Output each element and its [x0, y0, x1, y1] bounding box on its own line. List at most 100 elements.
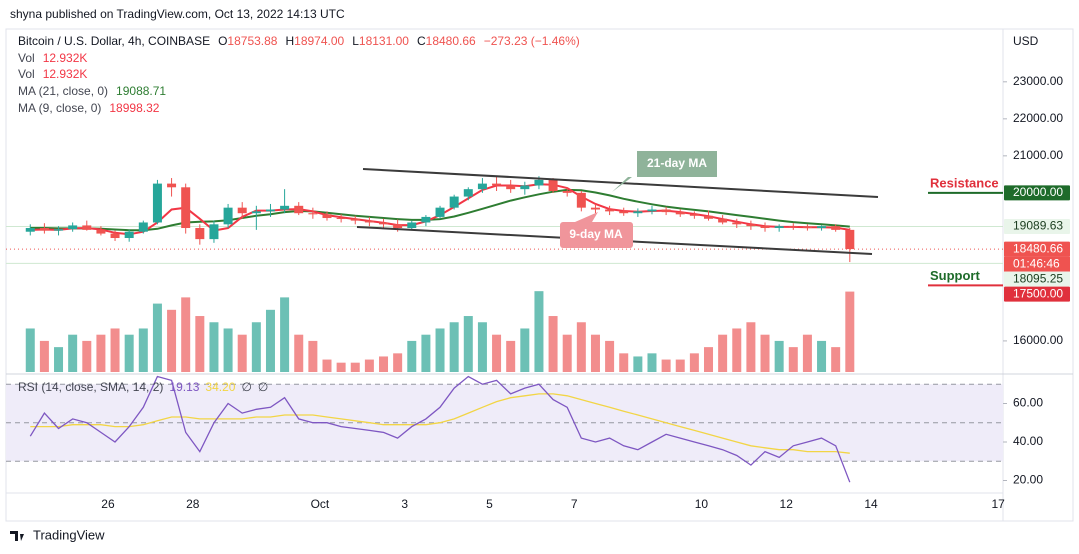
legend-item: 12.932K: [43, 67, 88, 81]
countdown-bg: [1004, 256, 1070, 272]
callout-box: [560, 222, 633, 248]
rsi-tick-label: 40.00: [1013, 434, 1043, 448]
candle-body: [181, 187, 191, 229]
candle-body: [774, 226, 784, 229]
volume-bar: [788, 347, 798, 372]
volume-bar: [633, 356, 643, 372]
x-tick-label: 26: [101, 497, 115, 511]
candle-body: [760, 226, 770, 229]
rsi-sma-line: [30, 393, 850, 454]
volume-bar: [364, 359, 374, 372]
volume-bar: [760, 334, 770, 372]
legend-item: ∅: [258, 380, 268, 394]
price-label: 18095.25: [1013, 271, 1063, 285]
volume-bar: [280, 297, 290, 372]
legend-item: 18998.32: [109, 101, 159, 115]
legend-row: MA (9, close, 0) 18998.32: [18, 101, 160, 115]
price-label-bg: [1004, 219, 1070, 235]
x-tick-label: 3: [401, 497, 408, 511]
legend-item: 19088.71: [116, 84, 166, 98]
x-tick-label: 5: [486, 497, 493, 511]
candle-body: [138, 222, 148, 232]
volume-bar: [54, 347, 64, 372]
level-note: Support: [930, 268, 980, 283]
candle-body: [124, 231, 134, 239]
volume-bar: [732, 328, 742, 372]
trendline-upper: [362, 168, 879, 198]
candle-body: [845, 229, 855, 250]
brand-logo: [10, 531, 24, 541]
volume-bar: [562, 334, 572, 372]
volume-bar: [548, 316, 558, 372]
candle-body: [619, 211, 629, 214]
volume-bar: [704, 347, 714, 372]
legend-item: Vol: [18, 51, 35, 65]
brand: TradingView: [10, 527, 105, 542]
candle-body: [350, 218, 360, 221]
candle-body: [831, 226, 841, 230]
legend-item: C: [417, 34, 426, 48]
candle-body: [322, 214, 332, 219]
volume-bar: [774, 340, 784, 372]
legend-item: ∅: [241, 380, 251, 394]
candle-body: [379, 222, 389, 225]
volume-bar: [110, 328, 120, 372]
legend-item: 34.20: [205, 380, 235, 394]
candle-body: [590, 207, 600, 210]
ma9-callout: 9-day MA: [560, 212, 633, 248]
candle-body: [732, 222, 742, 225]
volume-bar: [308, 340, 318, 372]
frame: [5, 28, 1074, 522]
candle-body: [421, 216, 431, 223]
candle-body: [704, 215, 714, 219]
candle-body: [280, 205, 290, 210]
volume-bar: [746, 322, 756, 372]
legend-row: Bitcoin / U.S. Dollar, 4h, COINBASE O1875…: [18, 34, 580, 48]
candle-body: [718, 218, 728, 223]
candle-body: [661, 209, 671, 213]
candle-body: [265, 209, 275, 212]
volume-bar: [336, 362, 346, 372]
volume-bar: [124, 334, 134, 372]
price-label-bg: [1004, 271, 1070, 287]
price-label: 18480.66: [1013, 241, 1063, 255]
candle-body: [294, 205, 304, 214]
candle-body: [407, 222, 417, 229]
legend-item: O: [218, 34, 227, 48]
y-tick-label: 16000.00: [1013, 333, 1063, 347]
legend-item: 18753.88: [227, 34, 277, 48]
legend-item: 18974.00: [294, 34, 344, 48]
volume-bar: [181, 297, 191, 372]
price-label: 20000.00: [1013, 185, 1063, 199]
legend-item: Vol: [18, 67, 35, 81]
volume-bar: [294, 334, 304, 372]
price-label-bg: [1004, 286, 1070, 302]
volume-bar: [407, 340, 417, 372]
rsi-tick-label: 60.00: [1013, 396, 1043, 410]
candle-body: [25, 228, 35, 232]
volume-bar: [152, 303, 162, 372]
volume-bar: [661, 359, 671, 372]
volume-bar: [223, 328, 233, 372]
candle-body: [54, 229, 64, 231]
candle-body: [647, 209, 657, 212]
legend-item: H: [285, 34, 294, 48]
candle-body: [68, 225, 78, 230]
candle-body: [633, 211, 643, 214]
candle-body: [336, 218, 346, 220]
candle-body: [548, 179, 558, 192]
callout-box: [637, 151, 717, 177]
x-tick-label: 14: [864, 497, 878, 511]
legend-item: L: [352, 34, 359, 48]
x-tick-label: 28: [186, 497, 200, 511]
countdown: 01:46:46: [1013, 256, 1060, 270]
candle-body: [237, 207, 247, 214]
candle-body: [308, 213, 318, 215]
candle-body: [167, 183, 177, 188]
publisher: shyna published on TradingView.com, Oct …: [10, 7, 345, 21]
legend-item: 18480.66: [426, 34, 476, 48]
callout-text: 9-day MA: [569, 227, 623, 241]
rsi-line: [29, 375, 851, 483]
candle-body: [817, 226, 827, 229]
